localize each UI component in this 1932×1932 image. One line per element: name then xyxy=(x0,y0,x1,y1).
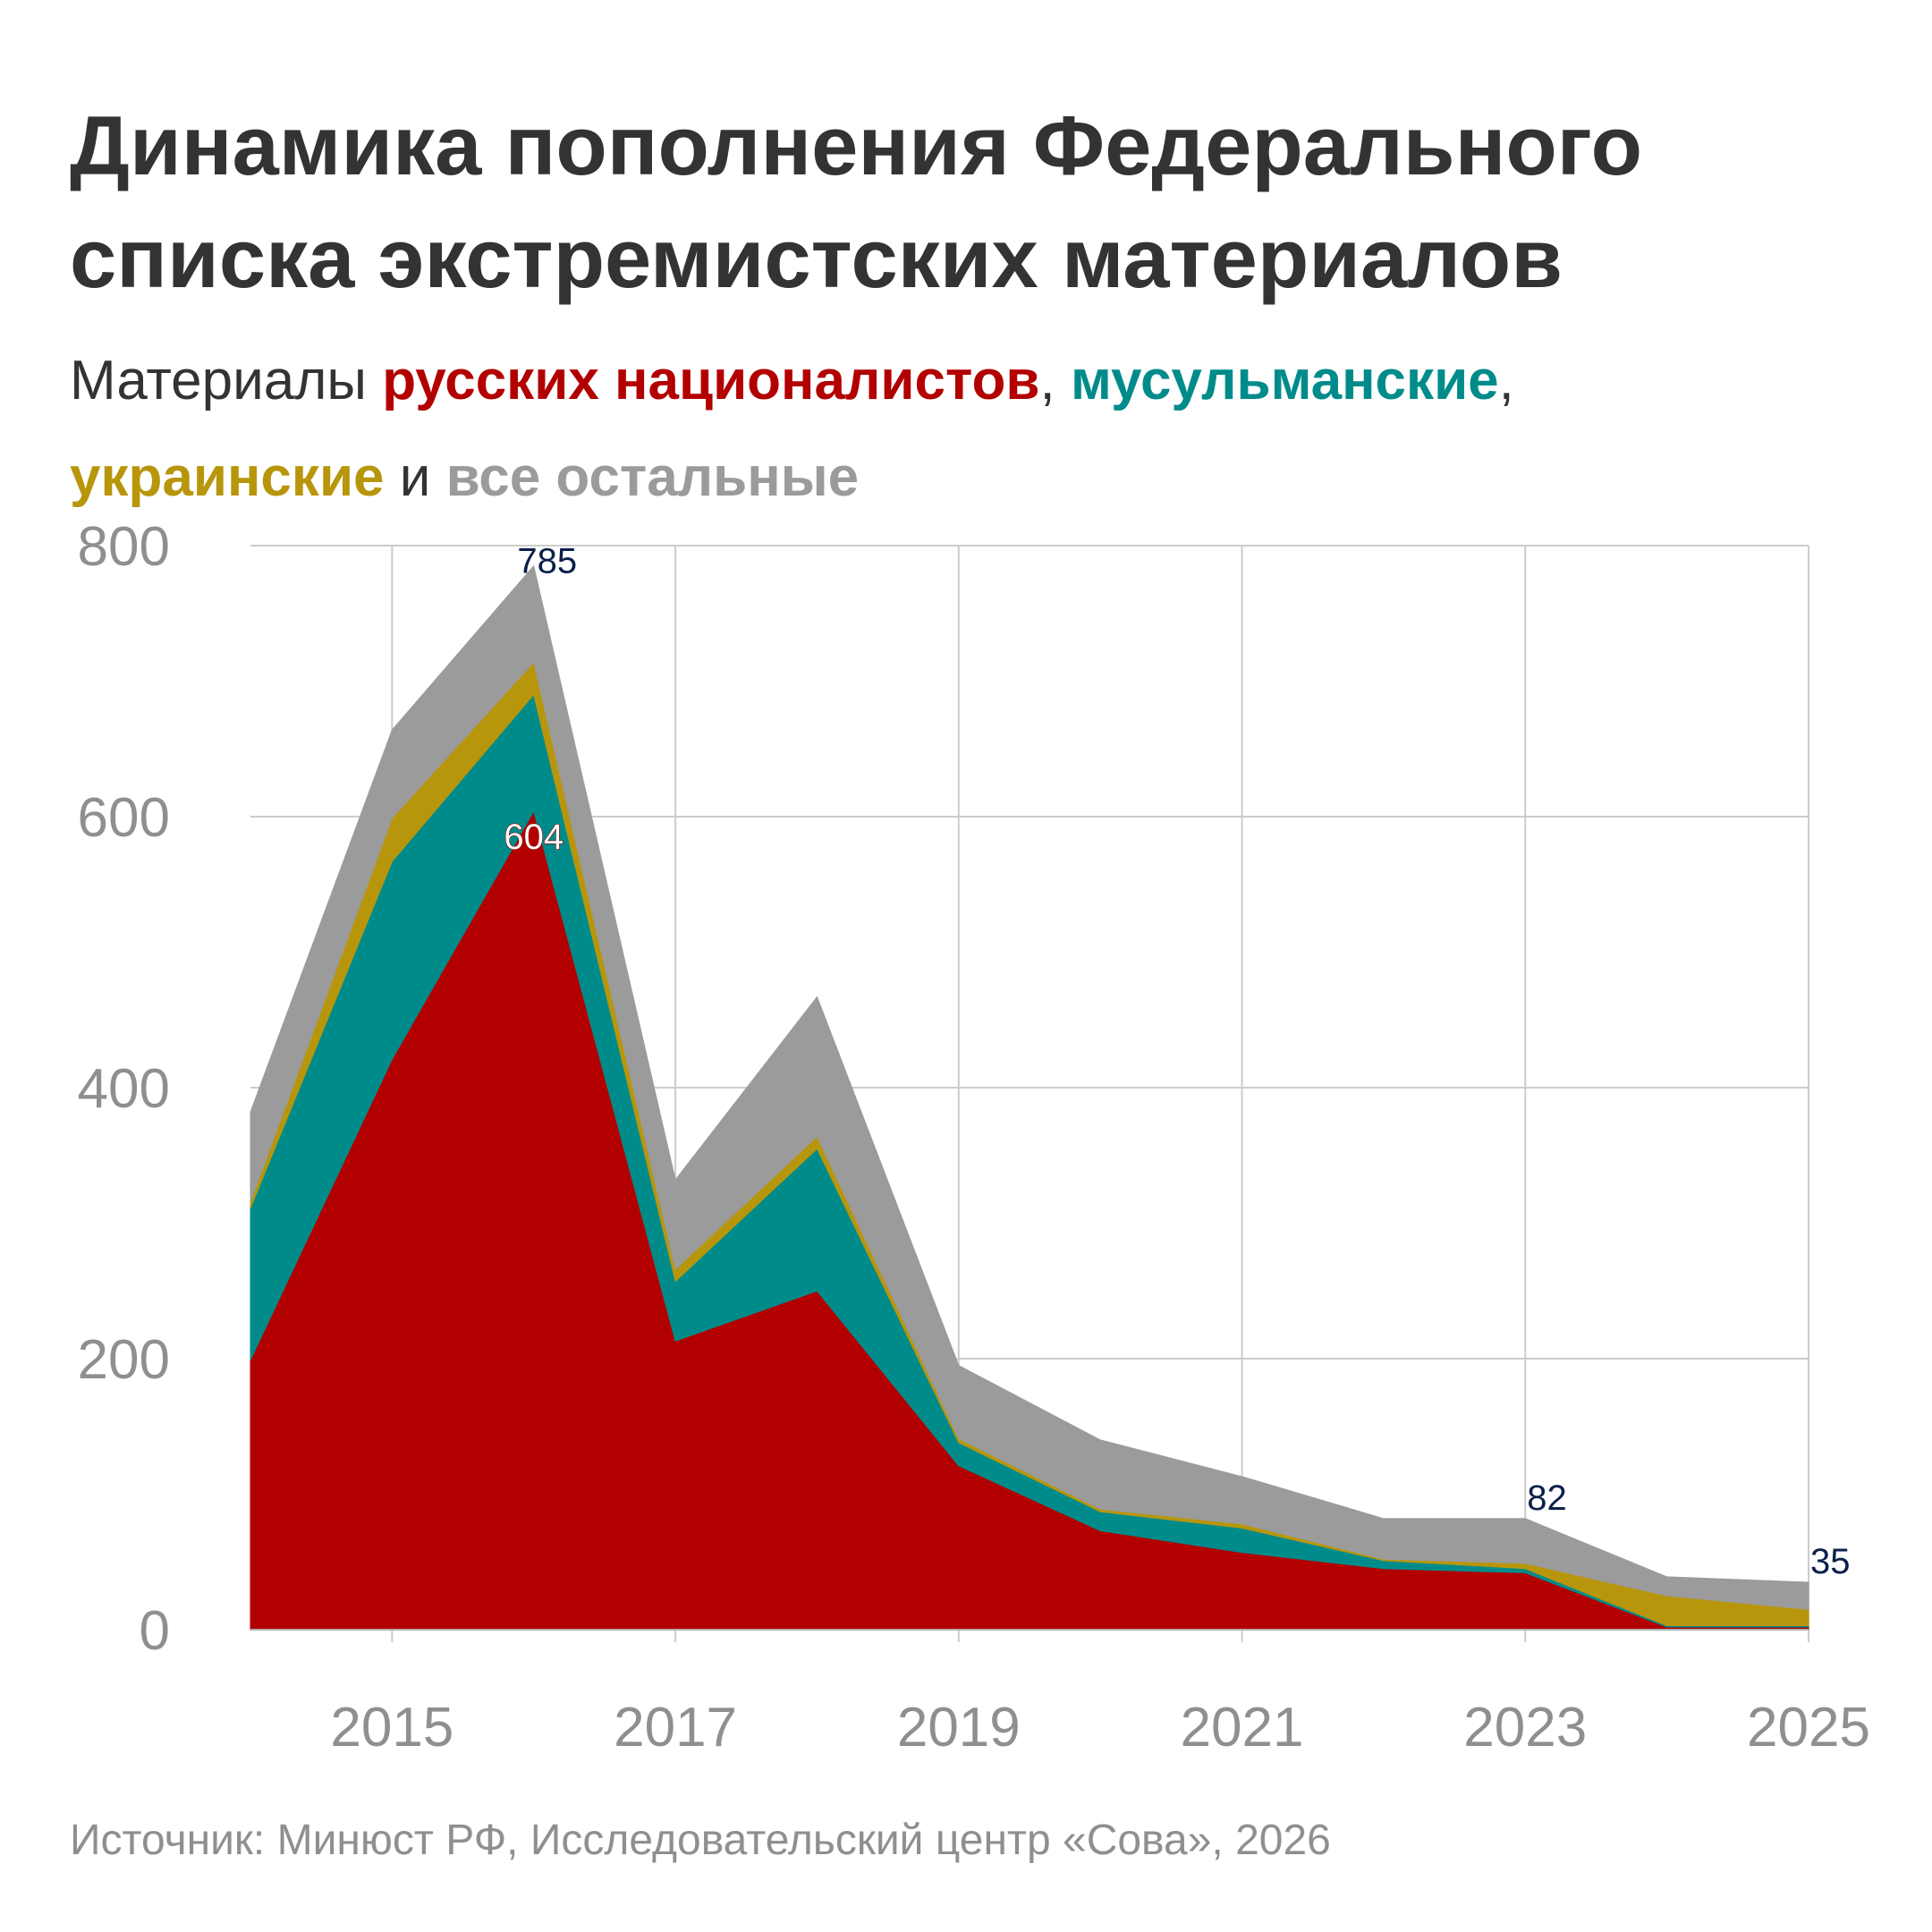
axes: 0 200 400 600 800 2015 2017 2019 2021 2023 2025 xyxy=(78,516,1870,1758)
subtitle-and: и xyxy=(384,446,446,508)
data-labels: 785 604 82 35 xyxy=(504,542,1851,1581)
x-tick-label: 2025 xyxy=(1747,1697,1870,1758)
y-tick-label: 800 xyxy=(78,516,170,578)
source-note: Источник: Минюст РФ, Исследовательский ц… xyxy=(70,1817,1331,1864)
area-series-1 xyxy=(250,809,1809,1631)
subtitle-separator-2: , xyxy=(1498,350,1514,411)
legend-muslim: мусульманские xyxy=(1070,350,1499,411)
x-tick-label: 2021 xyxy=(1181,1697,1304,1758)
chart-subtitle: Материалы русских националистов, мусульм… xyxy=(70,333,1894,526)
subtitle-prefix: Материалы xyxy=(70,350,383,411)
y-tick-label: 0 xyxy=(140,1600,170,1662)
chart-title-line-1: Динамика пополнения Федерального xyxy=(70,98,1643,192)
x-tick-label: 2017 xyxy=(614,1697,737,1758)
legend-other: все остальные xyxy=(445,446,860,508)
data-label: 604 xyxy=(504,818,564,857)
area-series xyxy=(250,564,1809,1631)
legend-ukrainian: украинские xyxy=(70,446,385,508)
data-label: 785 xyxy=(517,542,577,581)
chart-title: Динамика пополнения Федерального списка … xyxy=(70,89,1894,315)
y-tick-label: 200 xyxy=(78,1329,170,1391)
y-tick-label: 600 xyxy=(78,787,170,849)
subtitle-separator-1: , xyxy=(1039,350,1071,411)
y-tick-label: 400 xyxy=(78,1058,170,1120)
x-tick-label: 2023 xyxy=(1463,1697,1587,1758)
data-label: 35 xyxy=(1810,1542,1851,1581)
legend-russian: русских националистов xyxy=(382,350,1040,411)
x-tick-label: 2019 xyxy=(897,1697,1021,1758)
data-label: 82 xyxy=(1527,1479,1567,1518)
area-series-4 xyxy=(250,564,1809,1610)
chart-title-line-2: списка экстремистских материалов xyxy=(70,211,1563,305)
x-tick-label: 2015 xyxy=(330,1697,453,1758)
